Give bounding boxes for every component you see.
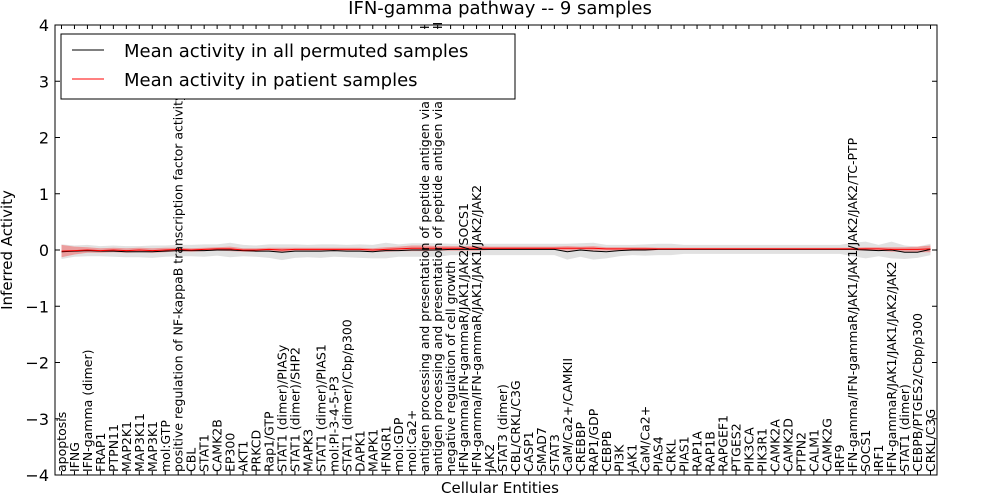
legend: Mean activity in all permuted samples Me… <box>60 33 516 100</box>
x-tick-label: RAP1B <box>703 431 718 472</box>
x-tick-label: CaM/Ca2+/CAMKII <box>560 358 575 472</box>
x-tick-label: mol:PI-3-4-5-P3 <box>326 376 341 472</box>
x-tick-label: IRF9 <box>832 444 847 472</box>
band-series-1 <box>61 244 931 258</box>
y-tick-label: −4 <box>25 466 49 485</box>
x-tick-label: PIK3R1 <box>754 428 769 472</box>
x-tick-label: PI3K <box>612 444 627 472</box>
x-tick-label: STAT3 <box>547 434 562 472</box>
x-tick-label: IFNGR1 <box>378 425 393 472</box>
x-tick-label: CAMK2B <box>210 419 225 472</box>
y-tick-label: 4 <box>39 16 49 35</box>
x-tick-label: CEBPB <box>599 431 614 472</box>
chart-title: IFN-gamma pathway -- 9 samples <box>348 0 652 19</box>
x-tick-label: IFNG <box>67 442 82 472</box>
x-tick-label: CBL/CRKL/C3G <box>508 380 523 472</box>
x-tick-label: CAMK2G <box>819 418 834 472</box>
x-tick-label: CAMK2D <box>780 418 795 472</box>
x-tick-label: IFN-gamma/IFN-gammaR/JAK1/JAK1/JAK2/JAK2 <box>469 185 484 472</box>
x-tick-label: IFN-gammaR/JAK1/JAK1/JAK2/JAK2 <box>884 261 899 472</box>
x-tick-label: CALM1 <box>806 429 821 472</box>
x-tick-label: EP300 <box>223 433 238 472</box>
x-tick-label: MAP3K1 <box>145 421 160 472</box>
y-tick-label: −3 <box>25 410 49 429</box>
y-tick-label: 1 <box>39 185 49 204</box>
x-tick-label: MAP3K11 <box>132 413 147 472</box>
x-tick-label: PIAS4 <box>651 436 666 472</box>
x-tick-label: CEBPB/PTGES2/Cbp/p300 <box>910 313 925 472</box>
x-tick-label: STAT1 (dimer) <box>897 384 912 472</box>
x-tick-label: IFN-gamma/IFN-gammaR/JAK1/JAK1/JAK2/JAK2… <box>845 137 860 472</box>
x-tick-label: FRAP1 <box>93 433 108 472</box>
y-tick-label: 0 <box>39 241 49 260</box>
x-tick-label: JAK2 <box>482 444 497 473</box>
x-tick-label: CRKL <box>664 439 679 472</box>
x-tick-label: CaM/Ca2+ <box>638 406 653 472</box>
x-tick-label: STAT1 <box>197 434 212 472</box>
x-tick-label: RAP1/GDP <box>586 408 601 472</box>
x-tick-label: PIAS1 <box>677 436 692 472</box>
x-tick-label: CASP1 <box>521 431 536 472</box>
x-tick-label: Rap1/GTP <box>262 411 277 472</box>
x-tick-label: MAPK1 <box>365 429 380 472</box>
x-tick-label: mol:GDP <box>391 417 406 472</box>
x-tick-label: MAPK3 <box>300 429 315 472</box>
y-tick-label: 3 <box>39 72 49 91</box>
x-tick-label: mol:Ca2+ <box>404 410 419 472</box>
x-tick-label: CBL <box>184 448 199 472</box>
legend-label-permuted: Mean activity in all permuted samples <box>124 41 468 62</box>
x-tick-label: JAK1 <box>625 444 640 473</box>
y-tick-label: −1 <box>25 297 49 316</box>
x-tick-label: antigen processing and presentation of p… <box>417 25 432 472</box>
y-tick-label: −2 <box>25 354 49 373</box>
x-tick-label: STAT1 (dimer)/SHP2 <box>288 347 303 472</box>
x-tick-label: RAPGEF1 <box>716 415 731 472</box>
x-tick-label: CRKL/C3G <box>923 409 938 472</box>
x-tick-label: STAT3 (dimer) <box>495 384 510 472</box>
x-tick-label: PTGES2 <box>729 423 744 472</box>
x-tick-label: MAP2K1 <box>119 421 134 472</box>
series-lines <box>61 247 931 253</box>
legend-box <box>60 33 516 100</box>
y-axis-label: Inferred Activity <box>0 190 16 310</box>
x-tick-label: DAPK1 <box>352 430 367 472</box>
x-axis <box>60 25 932 475</box>
x-tick-label: PTPN2 <box>793 432 808 472</box>
x-tick-label: mol:GTP <box>158 420 173 472</box>
line-series-1 <box>61 247 931 252</box>
x-tick-label: RAP1A <box>690 431 705 472</box>
x-tick-label: CREBBP <box>573 422 588 472</box>
x-tick-label: AKT1 <box>236 441 251 472</box>
confidence-bands <box>61 241 931 261</box>
x-tick-label: PIK3CA <box>741 427 756 472</box>
x-tick-label: IRF1 <box>871 444 886 472</box>
x-tick-label: PTPN11 <box>106 424 121 472</box>
y-tick-label: 2 <box>39 129 49 148</box>
legend-label-patient: Mean activity in patient samples <box>124 70 418 91</box>
x-tick-label: STAT1 (dimer)/Cbp/p300 <box>339 319 354 472</box>
x-tick-label: SMAD7 <box>534 427 549 472</box>
x-tick-label: PRKCD <box>249 430 264 472</box>
x-tick-label: STAT1 (dimer)/PIAS1 <box>313 344 328 472</box>
x-tick-label: apoptosis <box>54 412 69 472</box>
x-tick-label: STAT1 (dimer)/PIASy <box>275 344 290 472</box>
band-series-0 <box>61 241 931 261</box>
x-tick-label: negative regulation of cell growth <box>443 261 458 472</box>
y-axis: −4 −3 −2 −1 0 1 2 3 4 <box>25 16 937 485</box>
x-tick-label: IFN-gamma/IFN-gammaR/JAK1/JAK2/SOCS1 <box>456 203 471 472</box>
x-tick-label: SOCS1 <box>858 430 873 472</box>
x-axis-label: Cellular Entities <box>441 479 559 497</box>
x-tick-label: positive regulation of NF-kappaB transcr… <box>171 93 186 472</box>
x-tick-label: antigen processing and presentation of p… <box>430 22 445 472</box>
x-tick-label: IFN-gamma (dimer) <box>80 350 95 473</box>
x-tick-label: CAMK2A <box>767 419 782 472</box>
